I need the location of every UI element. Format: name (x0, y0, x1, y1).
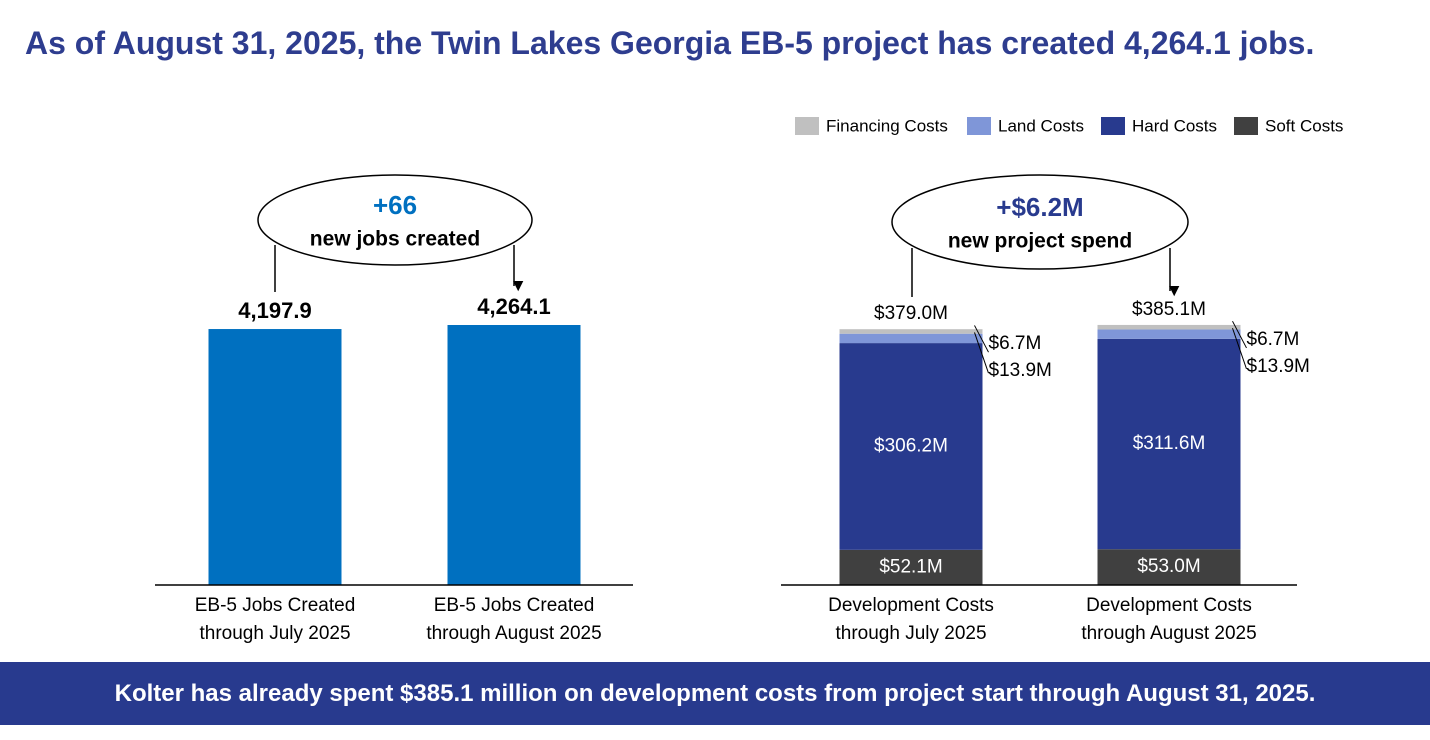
legend-label: Financing Costs (826, 116, 948, 135)
total-label: $385.1M (1132, 299, 1206, 320)
x-tick-label: Development Costs through July 2025 (828, 595, 994, 644)
segment-label: $53.0M (1137, 556, 1200, 577)
legend-swatch (795, 117, 819, 135)
segment-label: $6.7M (1247, 329, 1300, 350)
segment-label: $311.6M (1133, 433, 1206, 454)
footer-banner: Kolter has already spent $385.1 million … (0, 662, 1430, 725)
callout-value: +$6.2M (996, 192, 1083, 222)
segment-label: $6.7M (989, 333, 1042, 354)
total-label: $379.0M (874, 303, 948, 324)
bar-segment (839, 343, 983, 550)
bar-segment (1097, 549, 1241, 585)
callout-ellipse (891, 174, 1189, 270)
bar-segment (1097, 329, 1241, 339)
legend-swatch (967, 117, 991, 135)
segment-label: $52.1M (879, 556, 942, 577)
callout-text: new jobs created (310, 228, 480, 251)
legend-label: Hard Costs (1132, 116, 1217, 135)
legend-label: Soft Costs (1265, 116, 1343, 135)
value-label: 4,264.1 (477, 294, 550, 319)
bar (208, 329, 342, 585)
bar-segment (1097, 324, 1241, 330)
bar-segment (839, 329, 983, 334)
bar (447, 325, 581, 585)
legend-swatch (1101, 117, 1125, 135)
x-tick-label: EB-5 Jobs Created through August 2025 (426, 595, 602, 644)
segment-label: $13.9M (1247, 356, 1310, 377)
leader-line (1232, 327, 1247, 370)
leader-line (974, 325, 989, 353)
segment-label: $306.2M (874, 435, 948, 456)
segment-label: $13.9M (989, 360, 1052, 381)
slide-title: As of August 31, 2025, the Twin Lakes Ge… (25, 25, 1315, 61)
leader-line (1232, 320, 1247, 349)
charts: +66 new jobs created 4,197.9 4,264.1 +$6.2M n… (155, 116, 1343, 586)
callout-ellipse (257, 174, 533, 266)
leader-line (974, 332, 989, 374)
x-tick-label: EB-5 Jobs Created through July 2025 (194, 595, 356, 644)
bar-segment (839, 549, 983, 585)
bar-segment (1097, 338, 1241, 550)
callout-text: new project spend (948, 230, 1132, 253)
legend-swatch (1234, 117, 1258, 135)
callout-value: +66 (373, 190, 417, 220)
value-label: 4,197.9 (238, 298, 311, 323)
legend-label: Land Costs (998, 116, 1084, 135)
x-tick-label: Development Costs through August 2025 (1081, 595, 1257, 644)
bar-segment (839, 333, 983, 344)
